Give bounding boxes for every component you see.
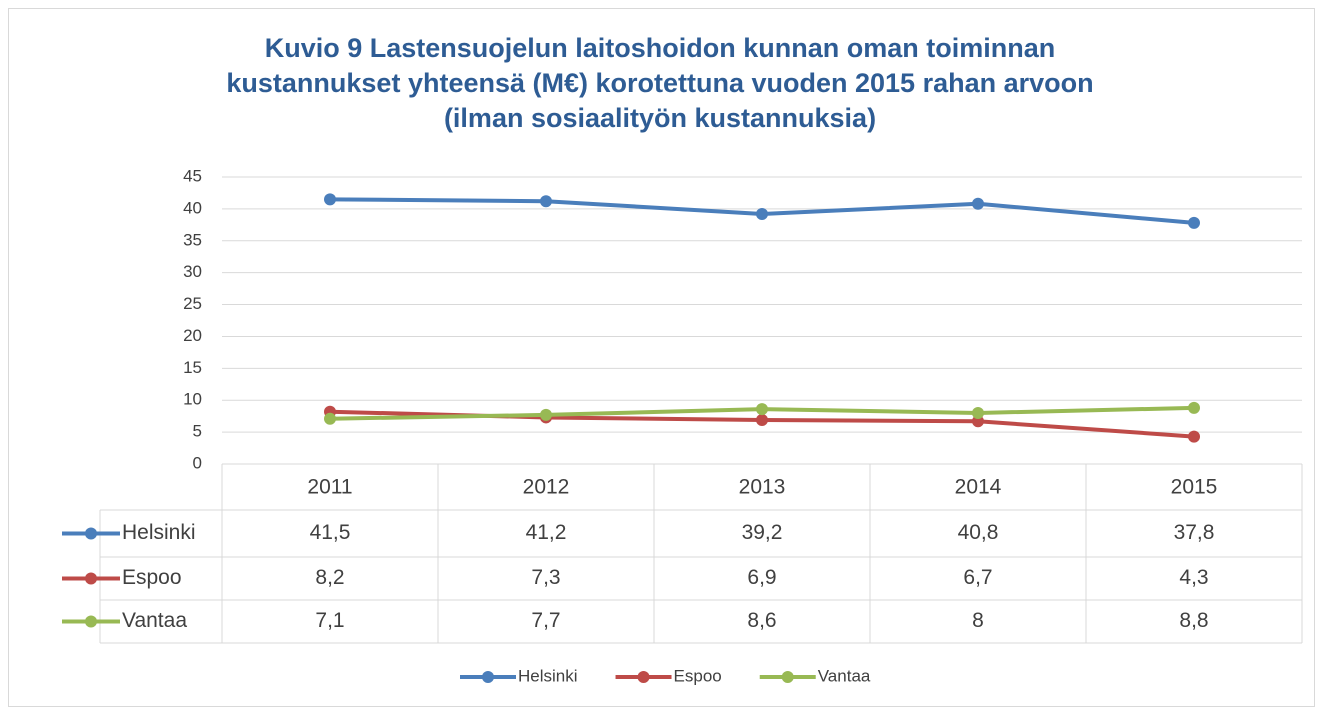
- table-value: 8,8: [1179, 609, 1208, 632]
- series-marker: [972, 415, 984, 428]
- table-value: 4,3: [1179, 566, 1208, 589]
- legend-marker: [637, 671, 650, 683]
- series-marker: [324, 412, 336, 425]
- row-label: Espoo: [122, 566, 182, 589]
- legend-marker: [482, 671, 494, 683]
- legend-marker: [85, 572, 97, 585]
- series-marker: [540, 195, 552, 208]
- legend-marker: [781, 671, 794, 683]
- y-tick-label: 15: [183, 358, 202, 377]
- x-tick-label: 2014: [955, 476, 1002, 499]
- table-value: 6,7: [963, 566, 992, 589]
- legend-label: Vantaa: [818, 666, 871, 685]
- series-marker: [1188, 430, 1200, 443]
- y-tick-label: 5: [193, 422, 202, 441]
- chart-title: (ilman sosiaalityön kustannuksia): [444, 103, 876, 133]
- table-value: 8,6: [747, 609, 776, 632]
- series-marker: [972, 197, 984, 210]
- y-tick-label: 10: [183, 390, 202, 409]
- table-value: 37,8: [1174, 521, 1215, 544]
- y-tick-label: 25: [183, 294, 202, 313]
- table-value: 41,2: [526, 521, 567, 544]
- y-tick-label: 40: [183, 198, 202, 217]
- chart-border: [8, 8, 1315, 707]
- series-marker: [756, 403, 768, 416]
- y-tick-label: 45: [183, 166, 202, 185]
- legend-marker: [85, 615, 97, 628]
- table-value: 6,9: [747, 566, 776, 589]
- row-label: Helsinki: [122, 521, 196, 544]
- series-marker: [972, 406, 984, 419]
- table-value: 7,3: [531, 566, 560, 589]
- row-label: Vantaa: [122, 609, 187, 632]
- series-marker: [756, 207, 768, 220]
- y-tick-label: 30: [183, 262, 202, 281]
- series-marker: [1188, 216, 1200, 229]
- table-value: 39,2: [742, 521, 783, 544]
- chart-title: kustannukset yhteensä (M€) korotettuna v…: [226, 68, 1093, 98]
- y-tick-label: 35: [183, 230, 202, 249]
- y-tick-label: 0: [193, 453, 202, 472]
- legend-label: Helsinki: [518, 666, 578, 685]
- series-marker: [756, 413, 768, 426]
- table-value: 7,7: [531, 609, 560, 632]
- table-value: 8: [972, 609, 984, 632]
- legend-marker: [85, 527, 97, 540]
- table-value: 40,8: [958, 521, 999, 544]
- table-value: 41,5: [310, 521, 351, 544]
- series-marker: [540, 408, 552, 421]
- chart-title: Kuvio 9 Lastensuojelun laitoshoidon kunn…: [265, 33, 1056, 63]
- x-tick-label: 2015: [1171, 476, 1218, 499]
- series-marker: [1188, 401, 1200, 414]
- table-value: 7,1: [315, 609, 344, 632]
- y-tick-label: 20: [183, 326, 202, 345]
- x-tick-label: 2012: [523, 476, 570, 499]
- series-marker: [324, 193, 336, 206]
- table-value: 8,2: [315, 566, 344, 589]
- x-tick-label: 2013: [739, 476, 786, 499]
- x-tick-label: 2011: [307, 476, 352, 499]
- legend-label: Espoo: [674, 666, 722, 685]
